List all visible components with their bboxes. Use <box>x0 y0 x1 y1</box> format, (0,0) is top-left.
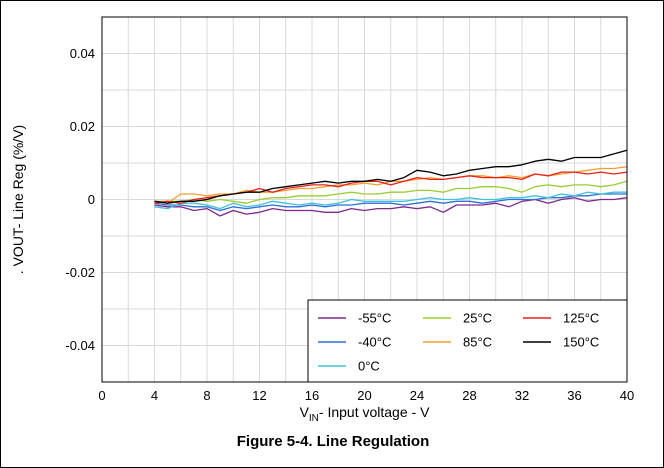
x-axis-title-rest: - Input voltage - V <box>319 404 430 420</box>
x-tick-label: 20 <box>357 388 371 403</box>
x-tick-label: 8 <box>203 388 210 403</box>
x-tick-label: 16 <box>305 388 319 403</box>
y-tick-label: -0.04 <box>65 338 95 353</box>
series-line-0 <box>154 197 628 217</box>
legend-label: 25°C <box>463 311 492 326</box>
y-tick-labels: -0.04 -0.02 0 0.02 0.04 <box>65 46 95 353</box>
x-tick-label: 12 <box>252 388 266 403</box>
x-axis-title-main: V <box>300 404 310 420</box>
x-tick-label: 32 <box>515 388 529 403</box>
x-axis-title-sub: IN <box>309 413 319 424</box>
series-lines <box>154 149 628 217</box>
x-axis-title: VIN- Input voltage - V <box>300 404 431 424</box>
legend-label: 0°C <box>358 359 380 374</box>
legend-box <box>307 299 628 383</box>
x-tick-labels: 0 4 8 12 16 20 24 28 32 36 40 <box>98 388 634 403</box>
legend-label: -55°C <box>358 311 391 326</box>
legend-label: 85°C <box>463 335 492 350</box>
line-regulation-chart: 0 4 8 12 16 20 24 28 32 36 40 -0.04-0.0200.020.04 … <box>10 16 634 424</box>
y-axis-title: . VOUT- Line Reg (%/V) <box>10 125 26 274</box>
legend: -55°C -40°C 0°C 25°C 85°C 125°C 150°C <box>307 299 628 383</box>
x-tick-label: 0 <box>98 388 105 403</box>
series-line-2 <box>154 191 627 210</box>
y-tick-label: 0.02 <box>70 119 95 134</box>
legend-label: 125°C <box>563 311 599 326</box>
series-line-6 <box>154 149 628 204</box>
legend-label: 150°C <box>563 335 599 350</box>
x-tick-label: 36 <box>567 388 581 403</box>
figure-caption: Figure 5-4. Line Regulation <box>236 433 430 450</box>
x-tick-label: 4 <box>151 388 158 403</box>
series-line-3 <box>154 180 628 204</box>
x-tick-label: 40 <box>620 388 634 403</box>
x-tick-label: 24 <box>410 388 424 403</box>
legend-label: -40°C <box>358 335 391 350</box>
y-tick-label: 0 <box>88 192 95 207</box>
y-tick-label: 0.04 <box>70 46 95 61</box>
x-tick-label: 28 <box>462 388 476 403</box>
y-tick-label: -0.02 <box>65 265 95 280</box>
